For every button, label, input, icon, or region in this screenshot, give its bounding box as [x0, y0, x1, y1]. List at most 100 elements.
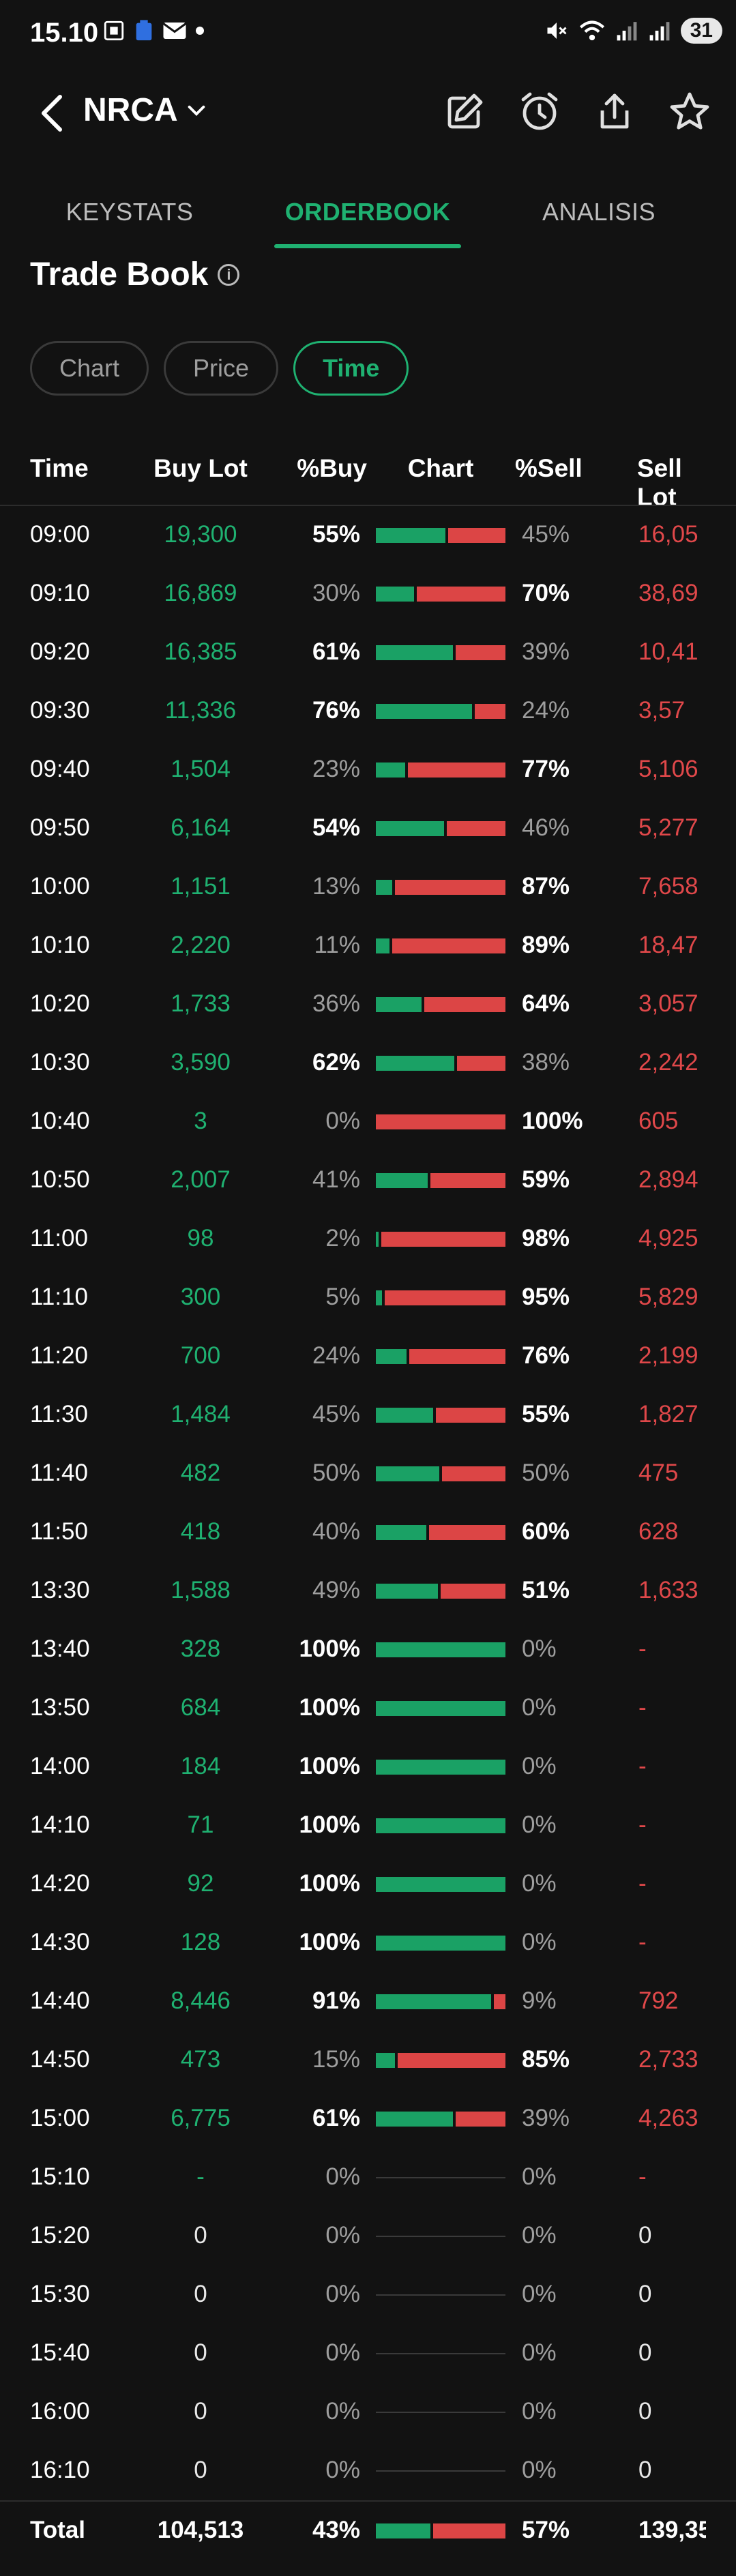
section-title: Trade Book i [30, 256, 240, 293]
row-pct-sell: 46% [522, 814, 570, 841]
row-pct-sell: 0% [522, 2339, 557, 2366]
info-icon[interactable]: i [218, 263, 240, 286]
table-row[interactable]: 11:50 418 40% 60% 628 [0, 1503, 736, 1562]
table-row[interactable]: 11:10 300 5% 95% 5,829 [0, 1269, 736, 1327]
table-row[interactable]: 11:40 482 50% 50% 475 [0, 1445, 736, 1503]
table-row[interactable]: 15:10 - 0% 0% - [0, 2148, 736, 2207]
header-buy-lot[interactable]: Buy Lot [153, 454, 248, 482]
table-row[interactable]: 16:00 0 0% 0% 0 [0, 2383, 736, 2442]
buy-bar [376, 2053, 395, 2068]
buy-sell-ratio-bar [376, 1642, 505, 1657]
row-buy-lot: 3 [194, 1108, 207, 1134]
back-icon[interactable] [38, 94, 65, 132]
alarm-icon[interactable] [518, 90, 561, 134]
table-row-clip: 10:30 3,590 62% 38% 2,242 [0, 1034, 706, 1093]
row-sell-lot: 3,057 [638, 990, 698, 1017]
buy-sell-ratio-bar [376, 587, 505, 602]
row-sell-lot: 2,733 [638, 2046, 698, 2073]
header-time[interactable]: Time [30, 454, 89, 482]
row-buy-lot: 0 [194, 2222, 207, 2249]
table-row[interactable]: 09:30 11,336 76% 24% 3,57 [0, 682, 736, 741]
row-pct-buy: 62% [312, 1049, 360, 1076]
buy-sell-ratio-bar [376, 1701, 505, 1716]
table-row[interactable]: 15:20 0 0% 0% 0 [0, 2207, 736, 2266]
row-pct-buy: 0% [325, 2339, 360, 2366]
row-pct-buy: 55% [312, 521, 360, 548]
table-row[interactable]: 14:20 92 100% 0% - [0, 1855, 736, 1914]
table-row[interactable]: 14:40 8,446 91% 9% 792 [0, 1972, 736, 2031]
table-row[interactable]: 10:10 2,220 11% 89% 18,47 [0, 917, 736, 975]
header-sell-lot[interactable]: Sell Lot [637, 454, 682, 505]
tab-analisis[interactable]: ANALISIS [542, 198, 656, 226]
row-time: 10:10 [30, 932, 90, 958]
table-row[interactable]: 10:50 2,007 41% 59% 2,894 [0, 1151, 736, 1210]
table-row[interactable]: 14:50 473 15% 85% 2,733 [0, 2031, 736, 2090]
ticker-selector[interactable]: NRCA [83, 91, 205, 129]
table-row[interactable]: 14:10 71 100% 0% - [0, 1796, 736, 1855]
table-row-clip: 09:00 19,300 55% 45% 16,05 [0, 506, 706, 565]
table-row[interactable]: 09:20 16,385 61% 39% 10,41 [0, 623, 736, 682]
buy-bar [376, 1701, 505, 1716]
table-row[interactable]: 13:40 328 100% 0% - [0, 1620, 736, 1679]
price-filter-chip[interactable]: Price [164, 341, 279, 396]
edit-icon[interactable] [443, 90, 486, 134]
buy-sell-ratio-bar [376, 1877, 505, 1892]
table-row[interactable]: 11:30 1,484 45% 55% 1,827 [0, 1386, 736, 1445]
table-row[interactable]: 10:00 1,151 13% 87% 7,658 [0, 858, 736, 917]
table-row[interactable]: 15:40 0 0% 0% 0 [0, 2324, 736, 2383]
table-row[interactable]: 09:40 1,504 23% 77% 5,106 [0, 741, 736, 799]
chart-filter-chip[interactable]: Chart [30, 341, 149, 396]
table-row[interactable]: 11:00 98 2% 98% 4,925 [0, 1210, 736, 1269]
table-row[interactable]: 14:30 128 100% 0% - [0, 1914, 736, 1972]
table-row[interactable]: 11:20 700 24% 76% 2,199 [0, 1327, 736, 1386]
table-row[interactable]: 09:00 19,300 55% 45% 16,05 [0, 506, 736, 565]
sell-bar [392, 938, 505, 953]
table-row[interactable]: 16:10 0 0% 0% 0 [0, 2442, 736, 2500]
table-row[interactable]: 10:30 3,590 62% 38% 2,242 [0, 1034, 736, 1093]
sell-bar [417, 587, 505, 602]
table-row-clip: 10:00 1,151 13% 87% 7,658 [0, 858, 706, 917]
row-pct-buy: 54% [312, 814, 360, 841]
table-row[interactable]: 10:20 1,733 36% 64% 3,057 [0, 975, 736, 1034]
table-row[interactable]: 09:50 6,164 54% 46% 5,277 [0, 799, 736, 858]
total-row-clip: Total 104,513 43% 57% 139,35 [0, 2502, 706, 2563]
tab-orderbook[interactable]: ORDERBOOK [274, 198, 461, 248]
screenshot-icon [104, 20, 124, 41]
table-row[interactable]: 13:50 684 100% 0% - [0, 1679, 736, 1738]
row-time: 10:30 [30, 1049, 90, 1076]
sell-bar [475, 704, 505, 719]
table-row-clip: 14:10 71 100% 0% - [0, 1796, 706, 1855]
table-row-clip: 09:20 16,385 61% 39% 10,41 [0, 623, 706, 682]
header-pct-buy[interactable]: %Buy [297, 454, 367, 482]
table-row[interactable]: 15:30 0 0% 0% 0 [0, 2266, 736, 2324]
star-icon[interactable] [668, 90, 711, 134]
table-row[interactable]: 09:10 16,869 30% 70% 38,69 [0, 565, 736, 623]
time-filter-chip[interactable]: Time [293, 341, 409, 396]
row-pct-buy: 24% [312, 1342, 360, 1369]
total-pct-sell: 57% [522, 2517, 570, 2543]
table-row[interactable]: 14:00 184 100% 0% - [0, 1738, 736, 1796]
header-chart: Chart [407, 454, 474, 482]
table-row[interactable]: 13:30 1,588 49% 51% 1,633 [0, 1562, 736, 1620]
row-buy-lot: 3,590 [171, 1049, 231, 1076]
row-pct-buy: 15% [312, 2046, 360, 2073]
row-time: 10:20 [30, 990, 90, 1017]
table-row[interactable]: 10:40 3 0% 100% 605 [0, 1093, 736, 1151]
row-pct-buy: 100% [299, 1811, 360, 1838]
buy-sell-ratio-bar [376, 704, 505, 719]
buy-sell-ratio-bar [376, 2177, 505, 2178]
buy-sell-ratio-bar [376, 1290, 505, 1305]
row-sell-lot: - [638, 1870, 647, 1897]
row-buy-lot: 1,504 [171, 756, 231, 782]
table-row-clip: 10:40 3 0% 100% 605 [0, 1093, 706, 1151]
row-time: 15:40 [30, 2339, 90, 2366]
tab-keystats[interactable]: KEYSTATS [65, 198, 194, 226]
share-icon[interactable] [593, 90, 636, 134]
total-buy-lot: 104,513 [157, 2517, 244, 2543]
row-sell-lot: 7,658 [638, 873, 698, 900]
table-header: Time Buy Lot %Buy Chart %Sell Sell Lot [0, 436, 736, 506]
row-pct-sell: 45% [522, 521, 570, 548]
table-row[interactable]: 15:00 6,775 61% 39% 4,263 [0, 2090, 736, 2148]
row-pct-buy: 100% [299, 1694, 360, 1721]
header-pct-sell[interactable]: %Sell [515, 454, 583, 482]
